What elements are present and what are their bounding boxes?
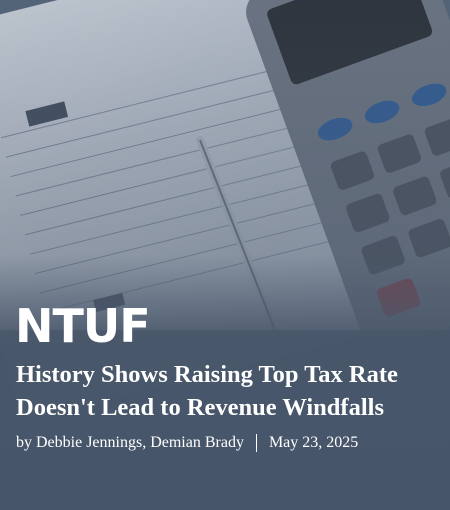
title-line: History Shows Raising Top Tax Rate: [16, 361, 398, 388]
date: May 23, 2025: [268, 434, 359, 451]
title-line: Doesn't Lead to Revenue Windfalls: [16, 394, 384, 421]
article-meta: by Debbie Jennings, Demian Brady May 23,…: [16, 434, 358, 452]
byline: by Debbie Jennings, Demian Brady: [16, 434, 244, 451]
separator: [255, 434, 257, 452]
article-title[interactable]: History Shows Raising Top Tax Rate Doesn…: [16, 358, 446, 424]
logo[interactable]: NTUF: [15, 299, 151, 353]
